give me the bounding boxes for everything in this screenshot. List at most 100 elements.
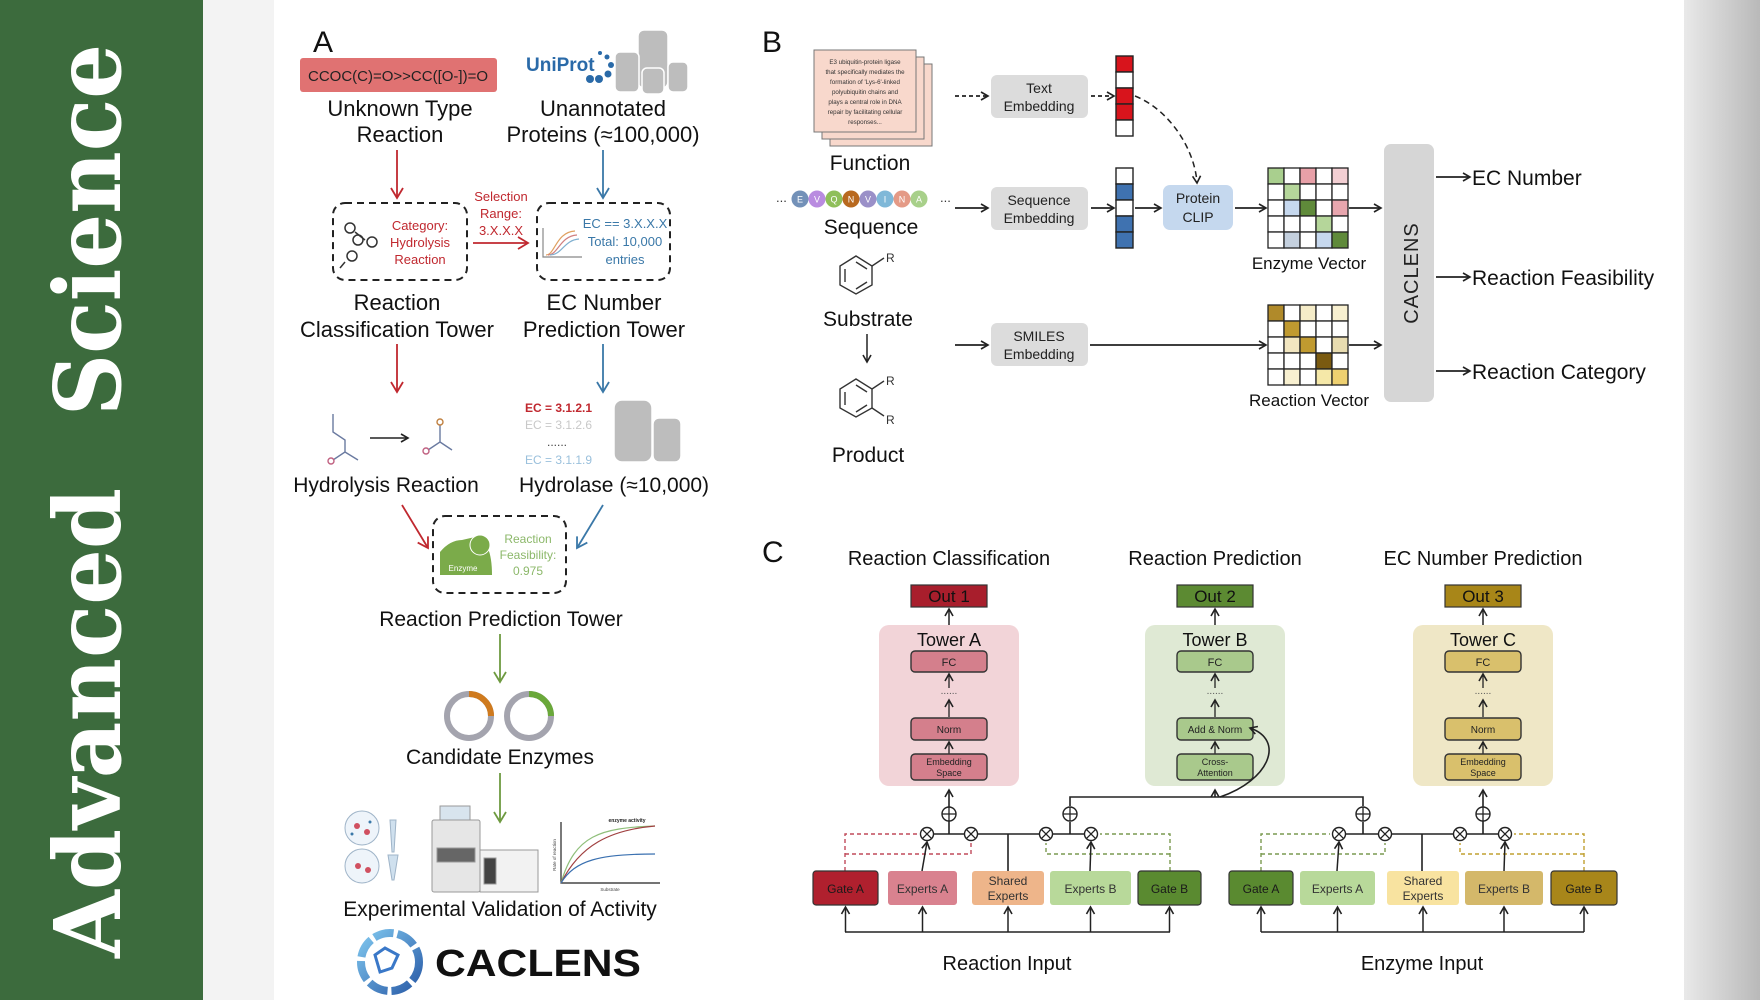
add-node-icon bbox=[1062, 806, 1078, 822]
selection-line2: Range: bbox=[480, 206, 522, 221]
panel-a-label: A bbox=[313, 26, 333, 59]
amino-acid-letter: V bbox=[865, 195, 871, 205]
text-vector bbox=[1115, 55, 1134, 137]
mixture-connections bbox=[927, 725, 1505, 871]
layer-box bbox=[1176, 650, 1254, 673]
layer-norm: Norm bbox=[937, 725, 961, 736]
smiles-embedding-box bbox=[991, 323, 1088, 366]
expert-label: Gate A bbox=[827, 882, 864, 896]
caclens-logo: CACLENS bbox=[357, 929, 641, 995]
panel-a: A CCOC(C)=O>>CC([O-])=O UniProt Unknown … bbox=[293, 26, 709, 995]
document-text-line: that specifically mediates the bbox=[825, 69, 905, 76]
smiles-box bbox=[300, 58, 497, 92]
sequence-embedding-line2: Embedding bbox=[1004, 210, 1075, 226]
protein-clip-line2: CLIP bbox=[1182, 209, 1213, 225]
feasibility-box bbox=[432, 515, 567, 594]
ec-list-item: EC = 3.1.2.6 bbox=[525, 418, 592, 432]
multiply-node-icon bbox=[1083, 826, 1099, 842]
expert-label: Experts A bbox=[897, 882, 948, 896]
molecule-icon bbox=[339, 222, 378, 269]
amino-acid-letter: N bbox=[848, 195, 855, 205]
layer-embedding: Embedding bbox=[1460, 757, 1506, 767]
candidate-enzymes-label: Candidate Enzymes bbox=[406, 746, 594, 769]
amino-acid-letter: V bbox=[814, 195, 820, 205]
tower-heading: EC Number Prediction bbox=[1384, 548, 1583, 570]
output-label: Out 2 bbox=[1194, 587, 1236, 606]
grid-cell bbox=[1283, 215, 1301, 233]
expert-label: Experts B bbox=[1064, 882, 1116, 896]
grid-cell bbox=[1315, 167, 1333, 185]
sequence-ellipsis-left: ... bbox=[776, 190, 787, 205]
grid-cell bbox=[1315, 336, 1333, 354]
ec-filter-line3: entries bbox=[605, 252, 645, 267]
feasibility-value: 0.975 bbox=[513, 564, 543, 578]
grid-cell bbox=[1299, 368, 1317, 386]
grid-cell bbox=[1299, 215, 1317, 233]
expert-label: Shared bbox=[1404, 874, 1443, 888]
grid-cell bbox=[1315, 199, 1333, 217]
layer-embedding: Embedding bbox=[926, 757, 972, 767]
protein-clip-box bbox=[1163, 185, 1233, 230]
output-box bbox=[1444, 584, 1522, 608]
vector-cell bbox=[1115, 199, 1134, 217]
multiply-node-icon bbox=[1497, 826, 1513, 842]
tower-name: Tower B bbox=[1182, 630, 1247, 650]
r-group-label: R bbox=[886, 413, 895, 427]
grid-cell bbox=[1299, 304, 1317, 322]
validation-label: Experimental Validation of Activity bbox=[343, 898, 657, 921]
tower-b: Reaction Prediction Out 2 Tower B FC...... A… bbox=[1128, 548, 1302, 786]
grid-cell bbox=[1299, 183, 1317, 201]
grid-cell bbox=[1267, 320, 1285, 338]
layer-box bbox=[1444, 717, 1522, 741]
multiply-node-icon bbox=[919, 826, 935, 842]
unannotated-line2: Proteins (≈100,000) bbox=[506, 122, 699, 147]
expert-label: Gate B bbox=[1565, 882, 1602, 896]
ec-tower-line2: Prediction Tower bbox=[523, 317, 685, 342]
layer-box bbox=[910, 717, 988, 741]
grid-cell bbox=[1267, 231, 1285, 249]
multiply-node-icon bbox=[1377, 826, 1393, 842]
amino-acid-letter: E bbox=[797, 195, 803, 205]
grid-cell bbox=[1331, 320, 1349, 338]
smiles-embedding-line1: SMILES bbox=[1013, 328, 1064, 344]
protein-clip-line1: Protein bbox=[1176, 190, 1220, 206]
enzyme-activity-plot: enzyme activity Rate of reaction Substra… bbox=[552, 818, 660, 892]
uniprot-text: UniProt bbox=[526, 55, 595, 76]
caclens-model-label: CACLENS bbox=[1401, 222, 1423, 323]
grid-cell bbox=[1283, 199, 1301, 217]
curve-chart-icon bbox=[542, 228, 582, 258]
category-line2: Hydrolysis bbox=[390, 235, 450, 250]
candidate-enzymes-icon bbox=[444, 691, 554, 741]
expert-label: Experts bbox=[1403, 889, 1444, 903]
unknown-reaction-line1: Unknown Type bbox=[327, 96, 472, 121]
caclens-model-box bbox=[1384, 144, 1434, 402]
multiply-node-icon bbox=[963, 826, 979, 842]
right-shadow bbox=[1684, 0, 1760, 1000]
classification-tower-line1: Reaction bbox=[354, 290, 441, 315]
document-text-line: formation of 'Lys-6'-linked bbox=[830, 79, 900, 86]
layer-box bbox=[1444, 753, 1522, 781]
prediction-tower-label: Reaction Prediction Tower bbox=[379, 608, 623, 631]
r-group-label: R bbox=[886, 374, 895, 388]
tower-name: Tower A bbox=[917, 630, 981, 650]
plot-title: enzyme activity bbox=[609, 818, 646, 824]
category-line3: Reaction bbox=[394, 252, 445, 267]
enzyme-vector-label: Enzyme Vector bbox=[1252, 254, 1367, 273]
sequence-vector bbox=[1115, 167, 1134, 249]
amino-acid-letter: A bbox=[916, 195, 922, 205]
hydrolysis-label: Hydrolysis Reaction bbox=[293, 474, 479, 497]
expert-box-gate-a: Gate A bbox=[1228, 870, 1294, 932]
grid-cell bbox=[1315, 231, 1333, 249]
sidebar: Advanced Science bbox=[0, 0, 203, 1000]
expert-label: Gate B bbox=[1151, 882, 1188, 896]
arrow-red bbox=[401, 504, 429, 550]
amino-acid-bead bbox=[808, 190, 826, 208]
vector-cell bbox=[1115, 87, 1134, 105]
amino-acid-bead bbox=[876, 190, 894, 208]
substrate-label: Substrate bbox=[823, 308, 913, 331]
grid-cell bbox=[1283, 183, 1301, 201]
panel-c: C Reaction Classification Out 1 Tower A FC.… bbox=[762, 536, 1618, 975]
